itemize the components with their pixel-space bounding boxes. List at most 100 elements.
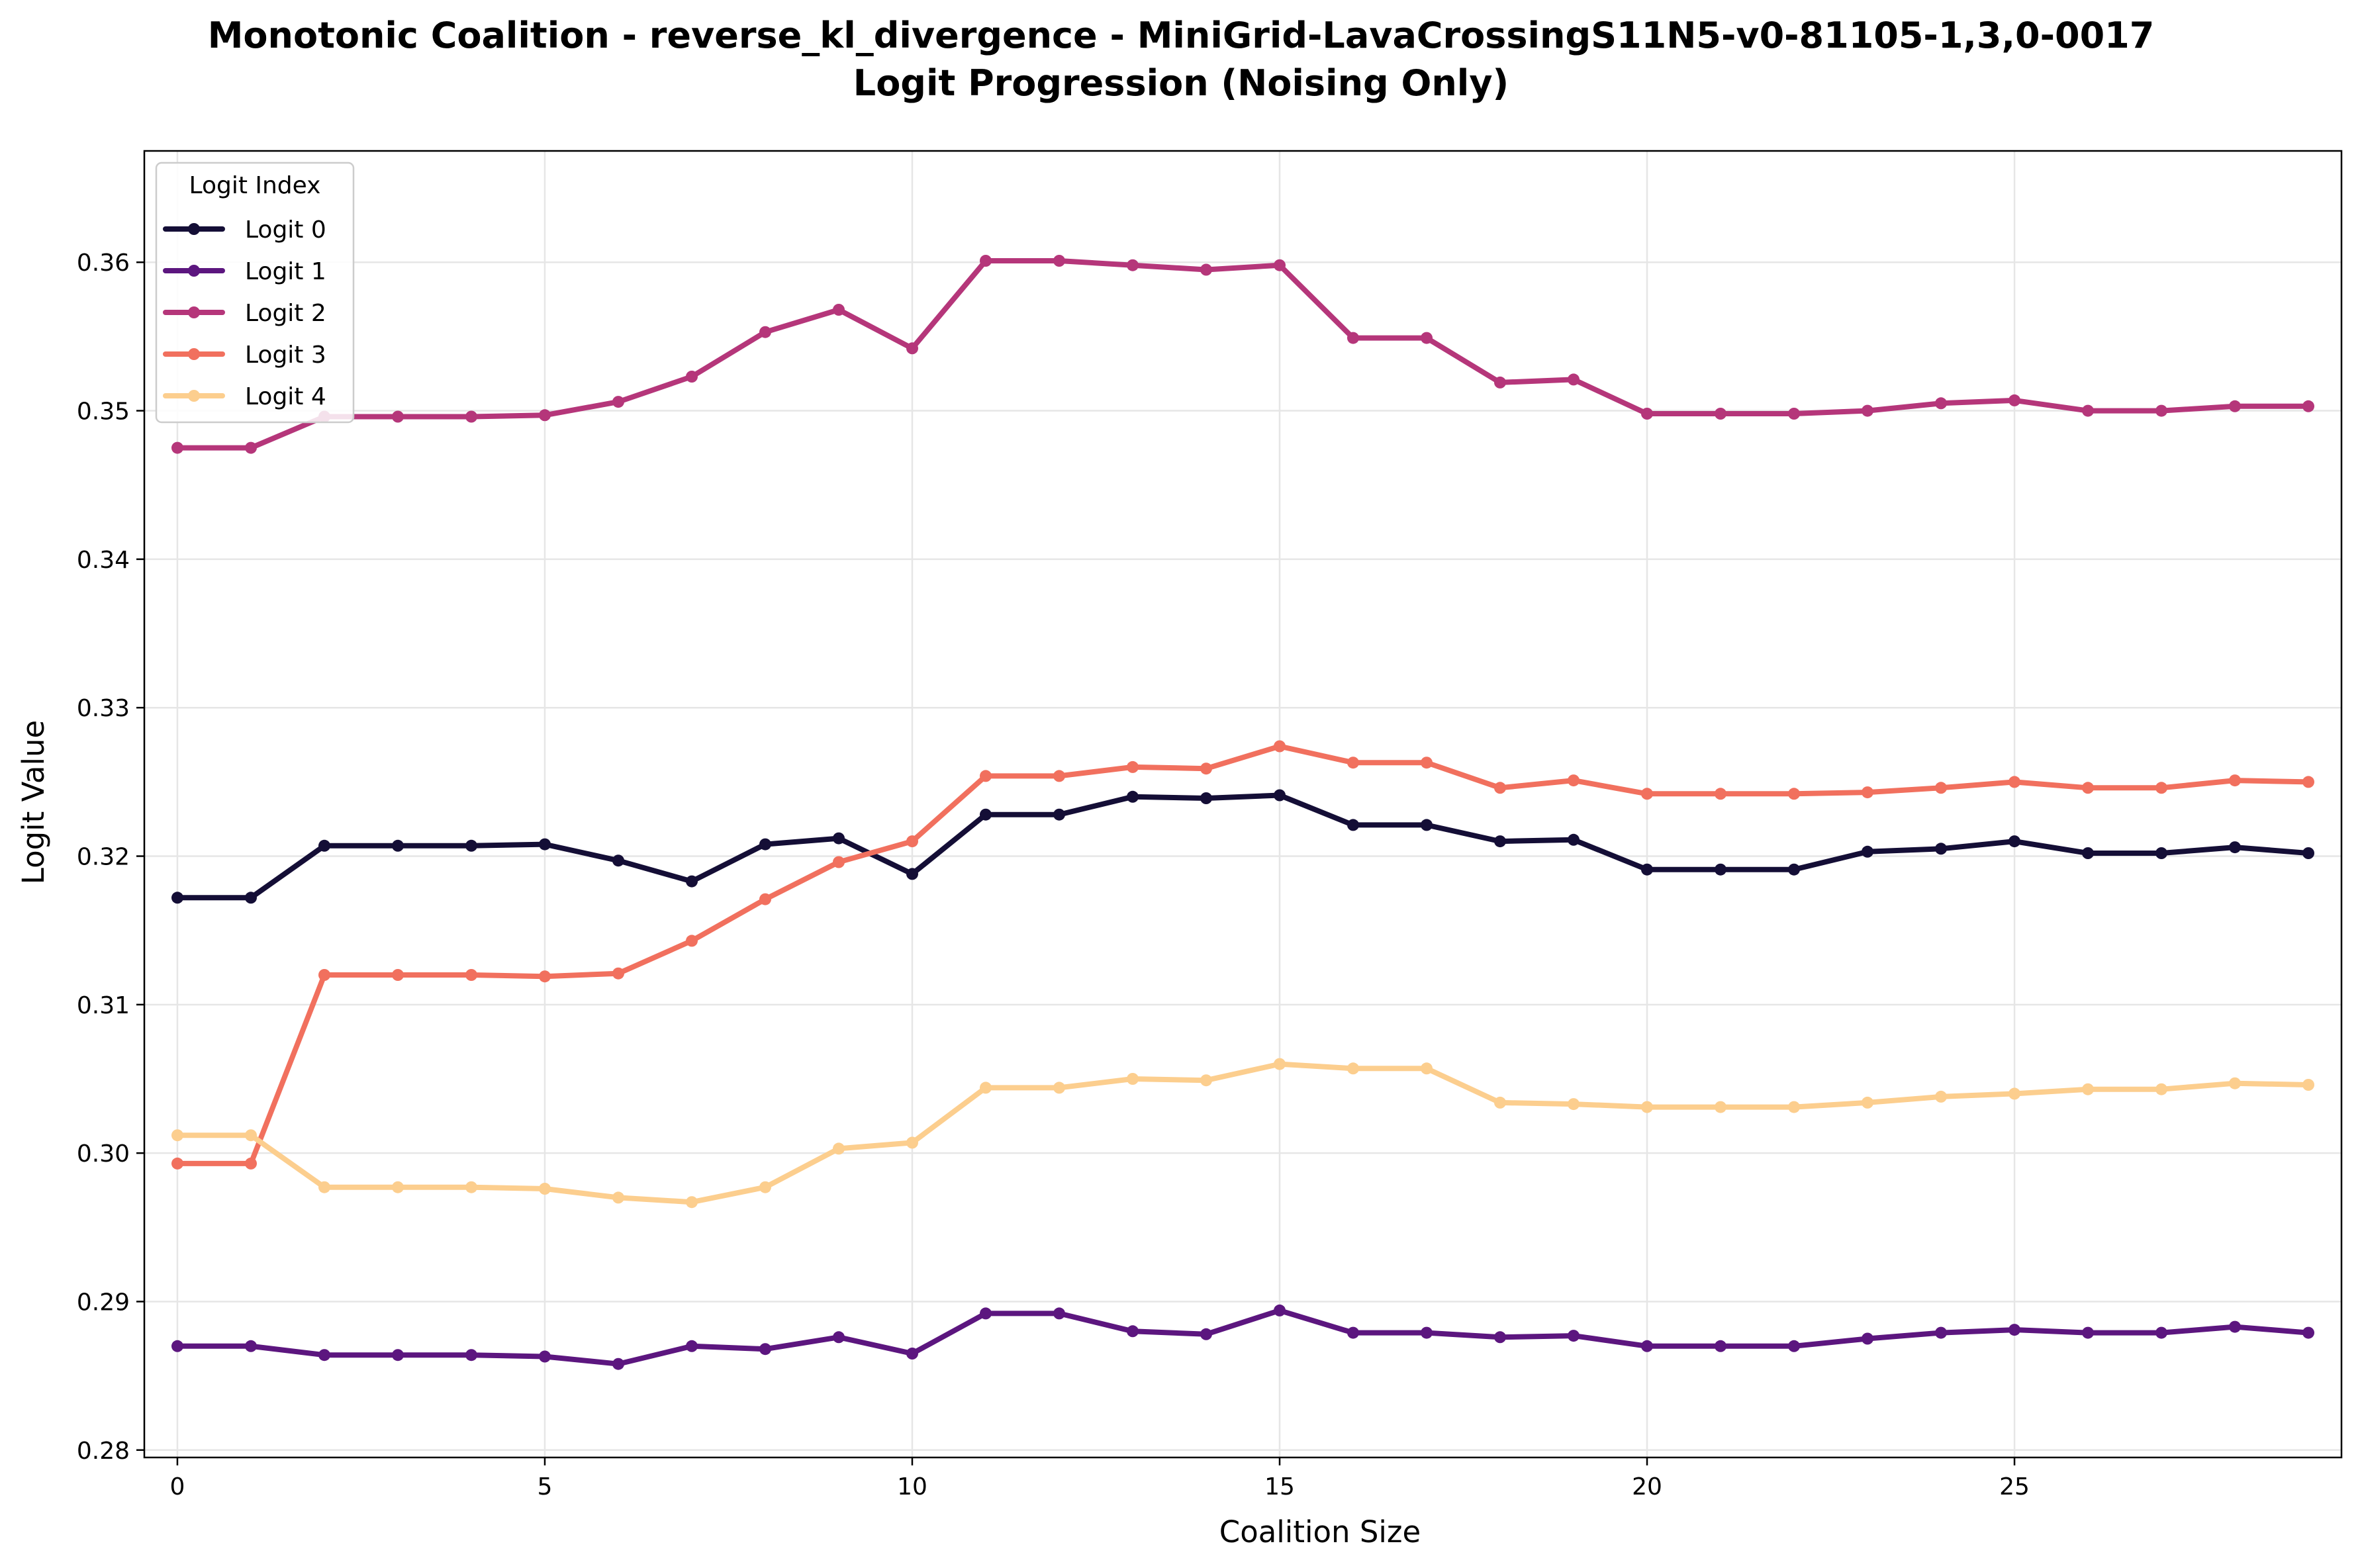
data-point bbox=[1421, 819, 1433, 831]
legend-label: Logit 0 bbox=[245, 216, 326, 244]
data-point bbox=[2229, 1320, 2241, 1333]
x-tick-label: 20 bbox=[1632, 1473, 1662, 1500]
data-point bbox=[612, 967, 624, 980]
data-point bbox=[1274, 1058, 1286, 1070]
data-point bbox=[1200, 1328, 1212, 1340]
x-tick-label: 25 bbox=[1999, 1473, 2030, 1500]
y-tick-label: 0.31 bbox=[77, 992, 130, 1019]
legend-item: Logit 4 bbox=[163, 383, 326, 410]
legend-label: Logit 1 bbox=[245, 258, 326, 285]
series-line bbox=[175, 1307, 2311, 1367]
data-point bbox=[2302, 1326, 2314, 1339]
data-point bbox=[171, 892, 183, 904]
legend-label: Logit 2 bbox=[245, 300, 326, 327]
data-point bbox=[1641, 788, 1653, 800]
data-point bbox=[833, 856, 845, 868]
y-tick-label: 0.36 bbox=[77, 250, 130, 277]
data-point bbox=[612, 396, 624, 408]
legend: Logit Index Logit 0 Logit 1 Logit 2 Logit 3 L… bbox=[155, 161, 355, 424]
data-point bbox=[1935, 1090, 1947, 1103]
data-point bbox=[171, 1129, 183, 1142]
data-point bbox=[318, 839, 330, 852]
data-point bbox=[1274, 789, 1286, 802]
y-tick-label: 0.33 bbox=[77, 695, 130, 722]
data-point bbox=[1274, 259, 1286, 271]
data-point bbox=[1568, 1098, 1580, 1111]
data-point bbox=[539, 1350, 551, 1363]
data-point bbox=[2229, 841, 2241, 854]
data-point bbox=[2082, 1083, 2094, 1095]
data-point bbox=[1715, 408, 1726, 420]
data-point bbox=[1053, 255, 1065, 267]
legend-swatch-marker bbox=[188, 390, 200, 402]
data-point bbox=[1715, 788, 1726, 800]
chart-subtitle: Logit Progression (Noising Only) bbox=[853, 62, 1509, 104]
data-point bbox=[980, 808, 992, 821]
data-point bbox=[392, 1349, 404, 1361]
data-point bbox=[686, 1196, 698, 1209]
data-point bbox=[392, 969, 404, 981]
data-point bbox=[1788, 788, 1800, 800]
data-point bbox=[465, 969, 477, 981]
data-point bbox=[1568, 774, 1580, 787]
data-point bbox=[1862, 845, 1873, 858]
data-point bbox=[318, 969, 330, 981]
data-point bbox=[245, 1157, 257, 1170]
data-point bbox=[2008, 394, 2020, 406]
y-tick-label: 0.34 bbox=[77, 547, 130, 574]
data-point bbox=[1421, 1062, 1433, 1075]
data-point bbox=[1494, 782, 1506, 794]
data-point bbox=[1127, 790, 1139, 803]
data-point bbox=[318, 1181, 330, 1193]
data-point bbox=[245, 892, 257, 904]
legend-swatch-marker bbox=[188, 306, 200, 318]
series-4 bbox=[171, 1058, 2314, 1209]
data-point bbox=[539, 409, 551, 422]
data-point bbox=[1053, 808, 1065, 821]
data-point bbox=[1347, 757, 1359, 769]
data-point bbox=[759, 1181, 771, 1193]
legend-swatch-marker bbox=[188, 265, 200, 277]
x-tick-label: 15 bbox=[1264, 1473, 1295, 1500]
legend-label: Logit 3 bbox=[245, 342, 326, 369]
legend-title: Logit Index bbox=[189, 172, 321, 199]
data-point bbox=[612, 1358, 624, 1370]
data-point bbox=[1274, 740, 1286, 753]
data-point bbox=[980, 255, 992, 267]
data-point bbox=[1862, 404, 1873, 417]
data-point bbox=[171, 1340, 183, 1352]
chart-title: Monotonic Coalition - reverse_kl_diverge… bbox=[208, 15, 2155, 56]
data-point bbox=[686, 935, 698, 947]
data-point bbox=[2082, 404, 2094, 417]
data-point bbox=[906, 1348, 918, 1360]
y-axis-label: Logit Value bbox=[16, 720, 51, 884]
data-point bbox=[2302, 1079, 2314, 1091]
data-point bbox=[2082, 1326, 2094, 1339]
legend-label: Logit 4 bbox=[245, 383, 326, 410]
data-point bbox=[1421, 332, 1433, 344]
series-0 bbox=[171, 789, 2314, 904]
data-point bbox=[1494, 1096, 1506, 1109]
series-line bbox=[175, 743, 2311, 1166]
data-point bbox=[833, 1142, 845, 1155]
data-point bbox=[2155, 1326, 2167, 1339]
data-point bbox=[1053, 1307, 1065, 1320]
data-point bbox=[1715, 1101, 1726, 1113]
x-tick-label: 0 bbox=[169, 1473, 185, 1500]
data-point bbox=[833, 832, 845, 845]
data-point bbox=[980, 770, 992, 782]
data-point bbox=[245, 441, 257, 454]
data-point bbox=[906, 868, 918, 880]
data-point bbox=[1788, 408, 1800, 420]
data-point bbox=[392, 410, 404, 423]
data-point bbox=[1715, 863, 1726, 876]
data-point bbox=[1347, 1062, 1359, 1075]
data-point bbox=[686, 371, 698, 383]
data-point bbox=[1641, 863, 1653, 876]
data-point bbox=[1200, 762, 1212, 775]
legend-item: Logit 1 bbox=[163, 258, 326, 285]
data-point bbox=[1421, 757, 1433, 769]
data-point bbox=[2008, 1324, 2020, 1336]
data-point bbox=[1788, 1101, 1800, 1113]
data-point bbox=[171, 441, 183, 454]
